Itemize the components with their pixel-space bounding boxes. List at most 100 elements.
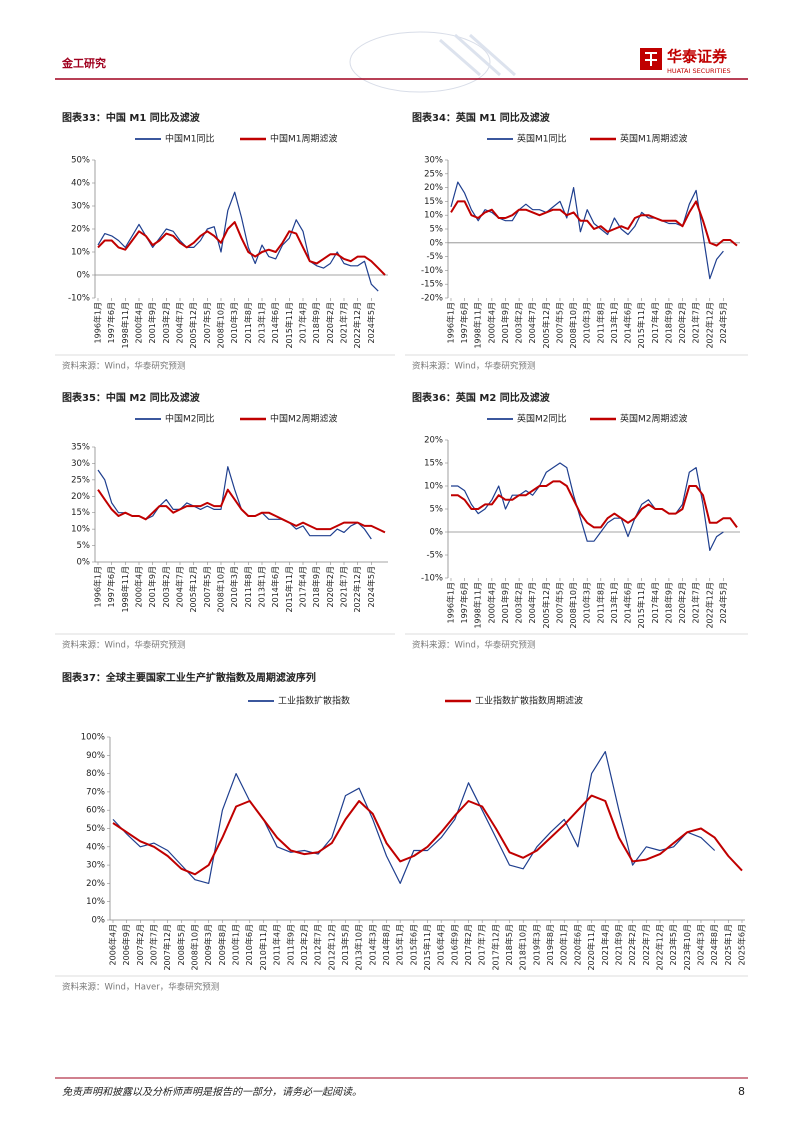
chart-title: 图表37：全球主要国家工业生产扩散指数及周期滤波序列 <box>62 671 316 684</box>
source-note: 资料来源：Wind，华泰研究预测 <box>62 361 185 372</box>
x-tick-label: 1998年11月 <box>120 302 130 349</box>
brand-logo-mark <box>645 52 657 66</box>
x-tick-label: 2007年12月 <box>162 924 172 971</box>
y-tick-label: -10% <box>68 294 90 304</box>
series-line <box>450 181 724 280</box>
x-tick-label: 2017年4月 <box>298 302 308 343</box>
x-tick-label: 2000年4月 <box>486 582 496 623</box>
y-tick-label: 0% <box>430 238 444 248</box>
y-tick-label: 20% <box>86 879 105 889</box>
x-tick-label: 2024年8月 <box>709 924 719 965</box>
x-tick-label: 2021年9月 <box>613 924 623 965</box>
x-tick-label: 2020年11月 <box>586 924 596 971</box>
y-tick-label: -20% <box>421 294 443 304</box>
x-tick-label: 2004年7月 <box>175 302 185 343</box>
x-tick-label: 2011年8月 <box>595 302 605 343</box>
series-line <box>97 488 386 534</box>
y-tick-label: 25% <box>71 475 90 485</box>
legend-label: 英国M1周期滤波 <box>620 133 688 145</box>
series-line <box>112 751 716 884</box>
source-note: 资料来源：Wind，华泰研究预测 <box>62 640 185 651</box>
y-tick-label: 10% <box>86 897 105 907</box>
x-tick-label: 2008年10月 <box>216 302 226 349</box>
x-tick-label: 2010年11月 <box>258 924 268 971</box>
x-tick-label: 2004年7月 <box>527 302 537 343</box>
x-tick-label: 2001年9月 <box>500 582 510 623</box>
legend-label: 工业指数扩散指数 <box>278 695 350 707</box>
chart: 图表34：英国 M1 同比及滤波 -20% -15% -10% -5% 0% 5% 10% 15… <box>405 111 748 372</box>
x-tick-label: 2010年3月 <box>229 566 239 607</box>
x-tick-label: 2001年9月 <box>500 302 510 343</box>
x-tick-label: 2000年4月 <box>134 302 144 343</box>
series-line <box>97 191 379 292</box>
x-tick-label: 1996年1月 <box>446 582 456 623</box>
x-tick-label: 2008年10月 <box>216 566 226 613</box>
series-line <box>450 200 738 247</box>
x-tick-label: 2011年8月 <box>595 582 605 623</box>
x-tick-label: 2018年10月 <box>518 924 528 971</box>
x-tick-label: 2021年7月 <box>339 566 349 607</box>
y-tick-label: 25% <box>424 169 443 179</box>
x-tick-label: 2007年7月 <box>149 924 159 965</box>
x-tick-label: 2012年7月 <box>313 924 323 965</box>
x-tick-label: 2017年4月 <box>650 302 660 343</box>
x-tick-label: 2011年8月 <box>243 566 253 607</box>
x-tick-label: 2007年5月 <box>202 302 212 343</box>
x-tick-label: 2020年2月 <box>325 302 335 343</box>
x-tick-label: 2025年1月 <box>723 924 733 965</box>
x-tick-label: 2016年4月 <box>436 924 446 965</box>
x-tick-label: 2011年4月 <box>272 924 282 965</box>
x-tick-label: 2022年12月 <box>352 566 362 613</box>
x-tick-label: 1998年11月 <box>473 302 483 349</box>
legend-label: 英国M1同比 <box>517 133 567 145</box>
y-tick-label: 15% <box>71 508 90 518</box>
x-tick-label: 2021年4月 <box>600 924 610 965</box>
y-tick-label: 90% <box>86 751 105 761</box>
y-tick-label: 50% <box>71 156 90 166</box>
x-tick-label: 2020年1月 <box>559 924 569 965</box>
x-tick-label: 2006年9月 <box>121 924 131 965</box>
chart-title: 图表36：英国 M2 同比及滤波 <box>412 391 551 404</box>
x-tick-label: 2022年12月 <box>654 924 664 971</box>
x-tick-label: 2022年12月 <box>704 582 714 629</box>
x-tick-label: 2015年11月 <box>284 302 294 349</box>
y-tick-label: -15% <box>421 280 443 290</box>
x-tick-label: 2010年3月 <box>229 302 239 343</box>
x-tick-label: 2012年12月 <box>326 924 336 971</box>
brand-name-en: HUATAI SECURITIES <box>667 67 731 75</box>
x-tick-label: 2017年4月 <box>298 566 308 607</box>
x-tick-label: 2011年8月 <box>243 302 253 343</box>
y-tick-label: 20% <box>71 492 90 502</box>
y-tick-label: 20% <box>424 183 443 193</box>
x-tick-label: 2009年3月 <box>203 924 213 965</box>
x-tick-label: 2019年3月 <box>531 924 541 965</box>
x-tick-label: 2017年4月 <box>650 582 660 623</box>
y-tick-label: 20% <box>71 225 90 235</box>
x-tick-label: 2015年1月 <box>395 924 405 965</box>
x-tick-label: 2006年4月 <box>108 924 118 965</box>
x-tick-label: 2015年11月 <box>284 566 294 613</box>
y-tick-label: -10% <box>421 266 443 276</box>
series-line <box>97 221 386 276</box>
x-tick-label: 2022年7月 <box>641 924 651 965</box>
x-tick-label: 2021年7月 <box>691 582 701 623</box>
x-tick-label: 2018年9月 <box>663 302 673 343</box>
x-tick-label: 1998年11月 <box>120 566 130 613</box>
y-tick-label: 5% <box>430 225 444 235</box>
x-tick-label: 1997年6月 <box>106 566 116 607</box>
x-tick-label: 2014年8月 <box>381 924 391 965</box>
chart: 图表35：中国 M2 同比及滤波 0% 5% 10% 15% 20% 25% 30% 35% 19… <box>55 391 395 651</box>
chart: 图表36：英国 M2 同比及滤波 -10% -5% 0% 5% 10% 15% 20% 1996… <box>405 391 748 651</box>
x-tick-label: 2017年12月 <box>490 924 500 971</box>
x-tick-label: 2008年5月 <box>176 924 186 965</box>
series-line <box>112 794 743 876</box>
brand-name: 华泰证券 <box>667 48 728 66</box>
x-tick-label: 2018年9月 <box>311 566 321 607</box>
y-tick-label: 5% <box>77 541 91 551</box>
x-tick-label: 2008年10月 <box>568 302 578 349</box>
y-tick-label: 10% <box>71 525 90 535</box>
x-tick-label: 1996年1月 <box>446 302 456 343</box>
x-tick-label: 2021年7月 <box>691 302 701 343</box>
y-tick-label: 15% <box>424 459 443 469</box>
y-tick-label: -5% <box>426 252 443 262</box>
